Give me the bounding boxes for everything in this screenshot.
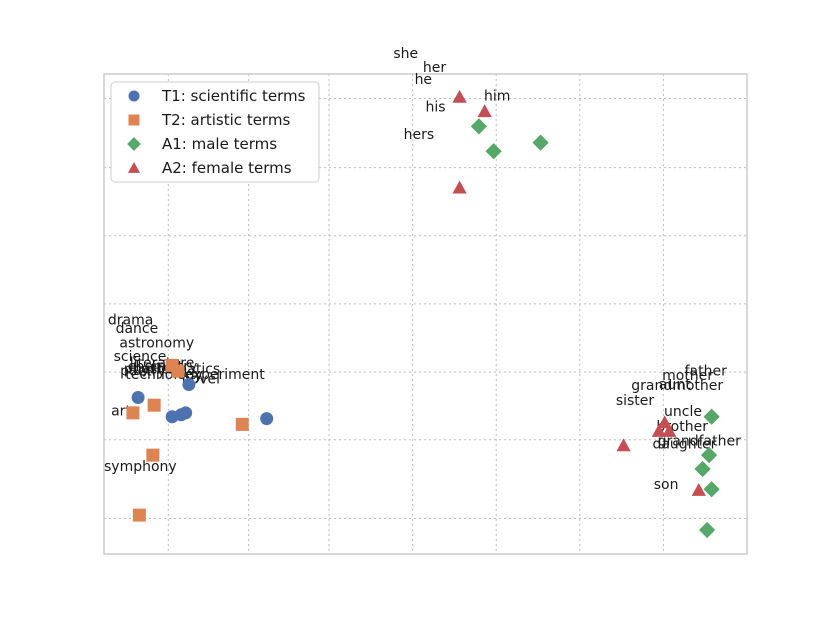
point-triangle-marker xyxy=(662,423,677,437)
point-square-marker xyxy=(126,406,140,420)
word-label: she xyxy=(393,46,418,62)
point-square-marker xyxy=(171,364,185,378)
word-label: mother xyxy=(662,368,713,384)
word-label: hers xyxy=(404,127,435,143)
legend-label: T2: artistic terms xyxy=(161,111,290,129)
point-triangle-marker xyxy=(616,438,631,452)
point-diamond-marker xyxy=(485,143,502,160)
word-label: his xyxy=(426,99,446,115)
legend-marker-triangle xyxy=(127,161,141,173)
point-circle-marker xyxy=(179,406,193,420)
point-triangle-marker xyxy=(691,483,706,496)
point-diamond-marker xyxy=(470,118,487,135)
word-label: son xyxy=(654,477,679,493)
word-label: art xyxy=(111,403,131,419)
grid xyxy=(104,74,747,554)
legend-marker-diamond xyxy=(127,137,141,151)
point-circle-marker xyxy=(182,378,196,392)
word-label: aunt xyxy=(659,377,691,393)
word-label: science xyxy=(114,349,167,365)
legend-label: A1: male terms xyxy=(162,135,277,153)
point-triangle-marker xyxy=(657,415,672,429)
legend: T1: scientific terms T2: artistic terms A1… xyxy=(110,81,320,183)
point-diamond-marker xyxy=(694,460,711,478)
word-label: sister xyxy=(616,393,655,409)
point-diamond-marker xyxy=(700,446,718,464)
legend-marker-square xyxy=(128,114,140,126)
word-label: him xyxy=(484,88,510,104)
word-label: uncle xyxy=(664,404,702,420)
plot-frame xyxy=(103,73,748,555)
point-circle-marker xyxy=(131,391,145,405)
point-triangle-marker xyxy=(651,423,667,437)
point-circle-marker xyxy=(260,412,274,426)
word-label: poetry xyxy=(120,363,166,379)
point-triangle-marker xyxy=(452,89,467,103)
point-diamond-marker xyxy=(699,521,716,539)
legend-label: A2: female terms xyxy=(162,159,292,177)
word-label: her xyxy=(423,60,446,76)
legend-label: T1: scientific terms xyxy=(161,87,306,105)
point-square-marker xyxy=(146,448,160,462)
word-label: daughter xyxy=(652,436,716,452)
point-triangle-marker xyxy=(477,104,492,118)
point-diamond-marker xyxy=(703,481,720,498)
word-label: physics xyxy=(124,362,176,378)
word-label: grandfather xyxy=(658,434,741,450)
legend-marker-circle xyxy=(128,90,140,102)
data-points xyxy=(126,89,720,539)
word-label: experiment xyxy=(184,367,265,383)
word-label: drama xyxy=(108,313,153,329)
point-diamond-marker xyxy=(703,408,720,425)
legend-box xyxy=(110,81,320,183)
word-label: symphony xyxy=(104,459,177,475)
point-diamond-marker xyxy=(532,134,549,151)
word-label: father xyxy=(685,363,727,379)
word-label: grandmother xyxy=(631,378,723,394)
word-label: dance xyxy=(116,321,159,337)
word-label: he xyxy=(415,72,433,88)
point-square-marker xyxy=(147,398,161,412)
point-square-marker xyxy=(132,508,146,522)
word-label: astronomy xyxy=(119,336,194,352)
point-square-marker xyxy=(235,417,249,431)
point-triangle-marker xyxy=(452,180,467,194)
